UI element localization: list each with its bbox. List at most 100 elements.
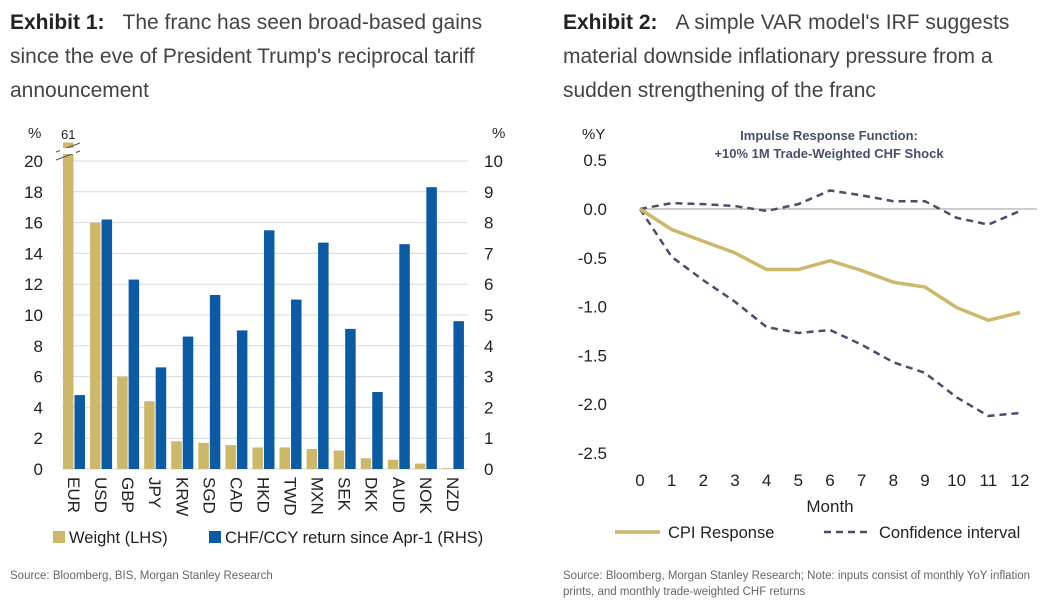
x-tick: 12 [1011,471,1030,490]
x-tick: 0 [635,471,644,490]
x-tick-label: HKD [253,477,272,513]
bar-weight-usd [90,222,101,469]
y-tick-right: 1 [484,429,493,448]
y-tick-left: 18 [24,183,43,202]
y-label-left: % [28,125,41,142]
x-tick: 6 [825,471,834,490]
y-tick-left: 14 [24,244,43,263]
bar-weight-jpy [144,401,155,469]
confidence-upper-line [639,189,1021,226]
y-axis-label: %Y [582,126,605,143]
x-axis-label: Month [806,497,853,516]
bar-weight-aud [387,459,399,469]
y-tick-left: 4 [34,398,43,417]
y-tick-right: 7 [484,244,493,263]
y-tick-left: 16 [24,214,43,233]
x-tick: 7 [857,471,866,490]
bar-return-krw [182,336,194,469]
exhibit2-title-text: A simple VAR model's IRF suggests materi… [563,11,1010,102]
y-tick-left: 20 [24,152,43,171]
y-tick-left: 8 [34,337,43,356]
x-tick: 2 [699,471,708,490]
x-tick: 10 [947,471,966,490]
x-tick-label: KRW [172,477,191,516]
bar-weight-nzd [441,468,453,469]
x-tick: 3 [730,471,739,490]
exhibit1-title: Exhibit 1: The franc has seen broad-based… [10,6,530,108]
exhibit1-title-text: The franc has seen broad-based gains sin… [10,11,483,102]
exhibit2-label: Exhibit 2: [563,11,658,34]
bar-return-sek [345,328,356,469]
x-tick: 1 [667,471,676,490]
bar-chart: 0 02 14 26 38 410 512 614 716 818 920 10% %EUR USD GBP… [24,125,505,547]
exhibit1-source: Source: Bloomberg, BIS, Morgan Stanley R… [10,570,273,582]
y-tick: -1.5 [578,346,607,365]
x-tick-label: CAD [226,477,245,513]
x-tick: 4 [762,471,771,490]
x-tick: 9 [920,471,929,490]
x-tick-label: NZD [443,477,462,512]
x-tick-label: MXN [308,477,327,515]
bar-return-cad [236,330,248,469]
bar-weight-sgd [198,442,209,469]
legend-label-weight: Weight (LHS) [69,529,168,547]
line-chart: %Y Impulse Response Function: +10% 1M Trad… [578,126,1037,542]
x-tick: 8 [889,471,898,490]
truncated-value-label: 61 [61,127,75,142]
y-tick: 0.0 [583,200,607,219]
bar-weight-twd [279,447,291,469]
y-tick: -2.5 [578,444,607,463]
y-tick-right: 9 [484,183,493,202]
bar-return-aud [399,244,410,469]
x-tick-label: TWD [281,477,300,516]
bar-return-hkd [263,230,275,469]
y-tick: -2.0 [578,395,607,414]
legend-label-ci: Confidence interval [879,524,1020,542]
y-tick: -1.0 [578,298,607,317]
bar-return-nzd [453,321,464,469]
chart-title: Impulse Response Function: [740,128,918,143]
y-tick-right: 8 [484,214,493,233]
y-tick-right: 2 [484,398,493,417]
legend-swatch-return [209,531,221,543]
legend-label-cpi: CPI Response [668,524,774,542]
bar-weight-mxn [306,448,318,469]
y-tick-right: 0 [484,460,493,479]
bar-weight-cad [225,445,236,469]
bar-return-sgd [209,294,221,469]
exhibit2-title: Exhibit 2: A simple VAR model's IRF sugge… [563,6,1043,108]
y-tick-left: 0 [34,460,43,479]
y-tick-left: 12 [24,275,43,294]
bar-weight-hkd [252,447,263,469]
bar-weight-dkk [360,458,372,469]
x-tick-label: USD [91,477,110,513]
x-tick-label: GBP [118,477,137,513]
x-tick: 5 [794,471,803,490]
bar-return-gbp [128,279,140,469]
y-tick-left: 6 [34,368,43,387]
x-tick-label: NOK [416,477,435,515]
exhibit2-source: Source: Bloomberg, Morgan Stanley Resear… [563,570,1031,598]
x-tick-label: EUR [64,477,83,513]
y-tick-right: 5 [484,306,493,325]
y-tick-right: 4 [484,337,493,356]
exhibit1-label: Exhibit 1: [10,11,105,34]
y-tick-right: 6 [484,275,493,294]
bar-weight-sek [333,450,345,469]
bar-return-nok [426,187,437,469]
axis-break-gap [60,148,76,154]
y-tick-left: 2 [34,429,43,448]
bar-return-dkk [372,392,383,469]
y-tick-right: 10 [484,152,503,171]
legend-label-return: CHF/CCY return since Apr-1 (RHS) [225,529,483,547]
bar-return-jpy [155,367,167,469]
y-tick-right: 3 [484,368,493,387]
y-tick-left: 10 [24,306,43,325]
bar-weight-eur [63,142,74,469]
x-tick-label: SEK [335,477,354,512]
x-tick-label: AUD [389,477,408,513]
bar-return-twd [291,299,302,469]
bar-weight-nok [414,463,426,469]
legend-swatch-weight [53,531,65,543]
y-tick: -0.5 [578,249,607,268]
